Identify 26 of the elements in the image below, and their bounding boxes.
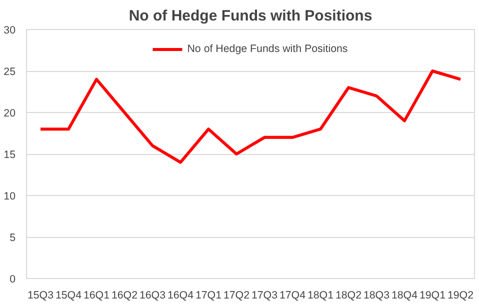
x-tick-label: 18Q2 [335, 290, 362, 302]
x-tick-label: 18Q1 [307, 290, 334, 302]
y-tick-label: 25 [4, 66, 16, 78]
x-tick-label: 19Q2 [447, 290, 474, 302]
x-tick-label: 19Q1 [419, 290, 446, 302]
line-series [39, 70, 462, 164]
y-tick-label: 10 [4, 190, 16, 202]
x-tick-label: 15Q4 [55, 290, 82, 302]
x-tick-label: 17Q3 [251, 290, 278, 302]
x-tick-label: 17Q2 [223, 290, 250, 302]
y-tick-label: 15 [4, 149, 16, 161]
y-tick-label: 30 [4, 24, 16, 36]
x-tick-label: 16Q3 [139, 290, 166, 302]
y-tick-label: 20 [4, 108, 16, 120]
x-tick-label: 16Q2 [111, 290, 138, 302]
x-tick-label: 16Q4 [167, 290, 194, 302]
y-tick-label: 5 [10, 232, 16, 244]
x-tick-label: 16Q1 [83, 290, 110, 302]
x-tick-label: 18Q3 [363, 290, 390, 302]
chart-title: No of Hedge Funds with Positions [128, 8, 372, 24]
x-tick-label: 17Q4 [279, 290, 306, 302]
legend-label: No of Hedge Funds with Positions [187, 43, 348, 55]
x-tick-label: 18Q4 [391, 290, 418, 302]
x-tick-label: 15Q3 [27, 290, 54, 302]
x-tick-label: 17Q1 [195, 290, 222, 302]
y-tick-label: 0 [10, 274, 16, 286]
